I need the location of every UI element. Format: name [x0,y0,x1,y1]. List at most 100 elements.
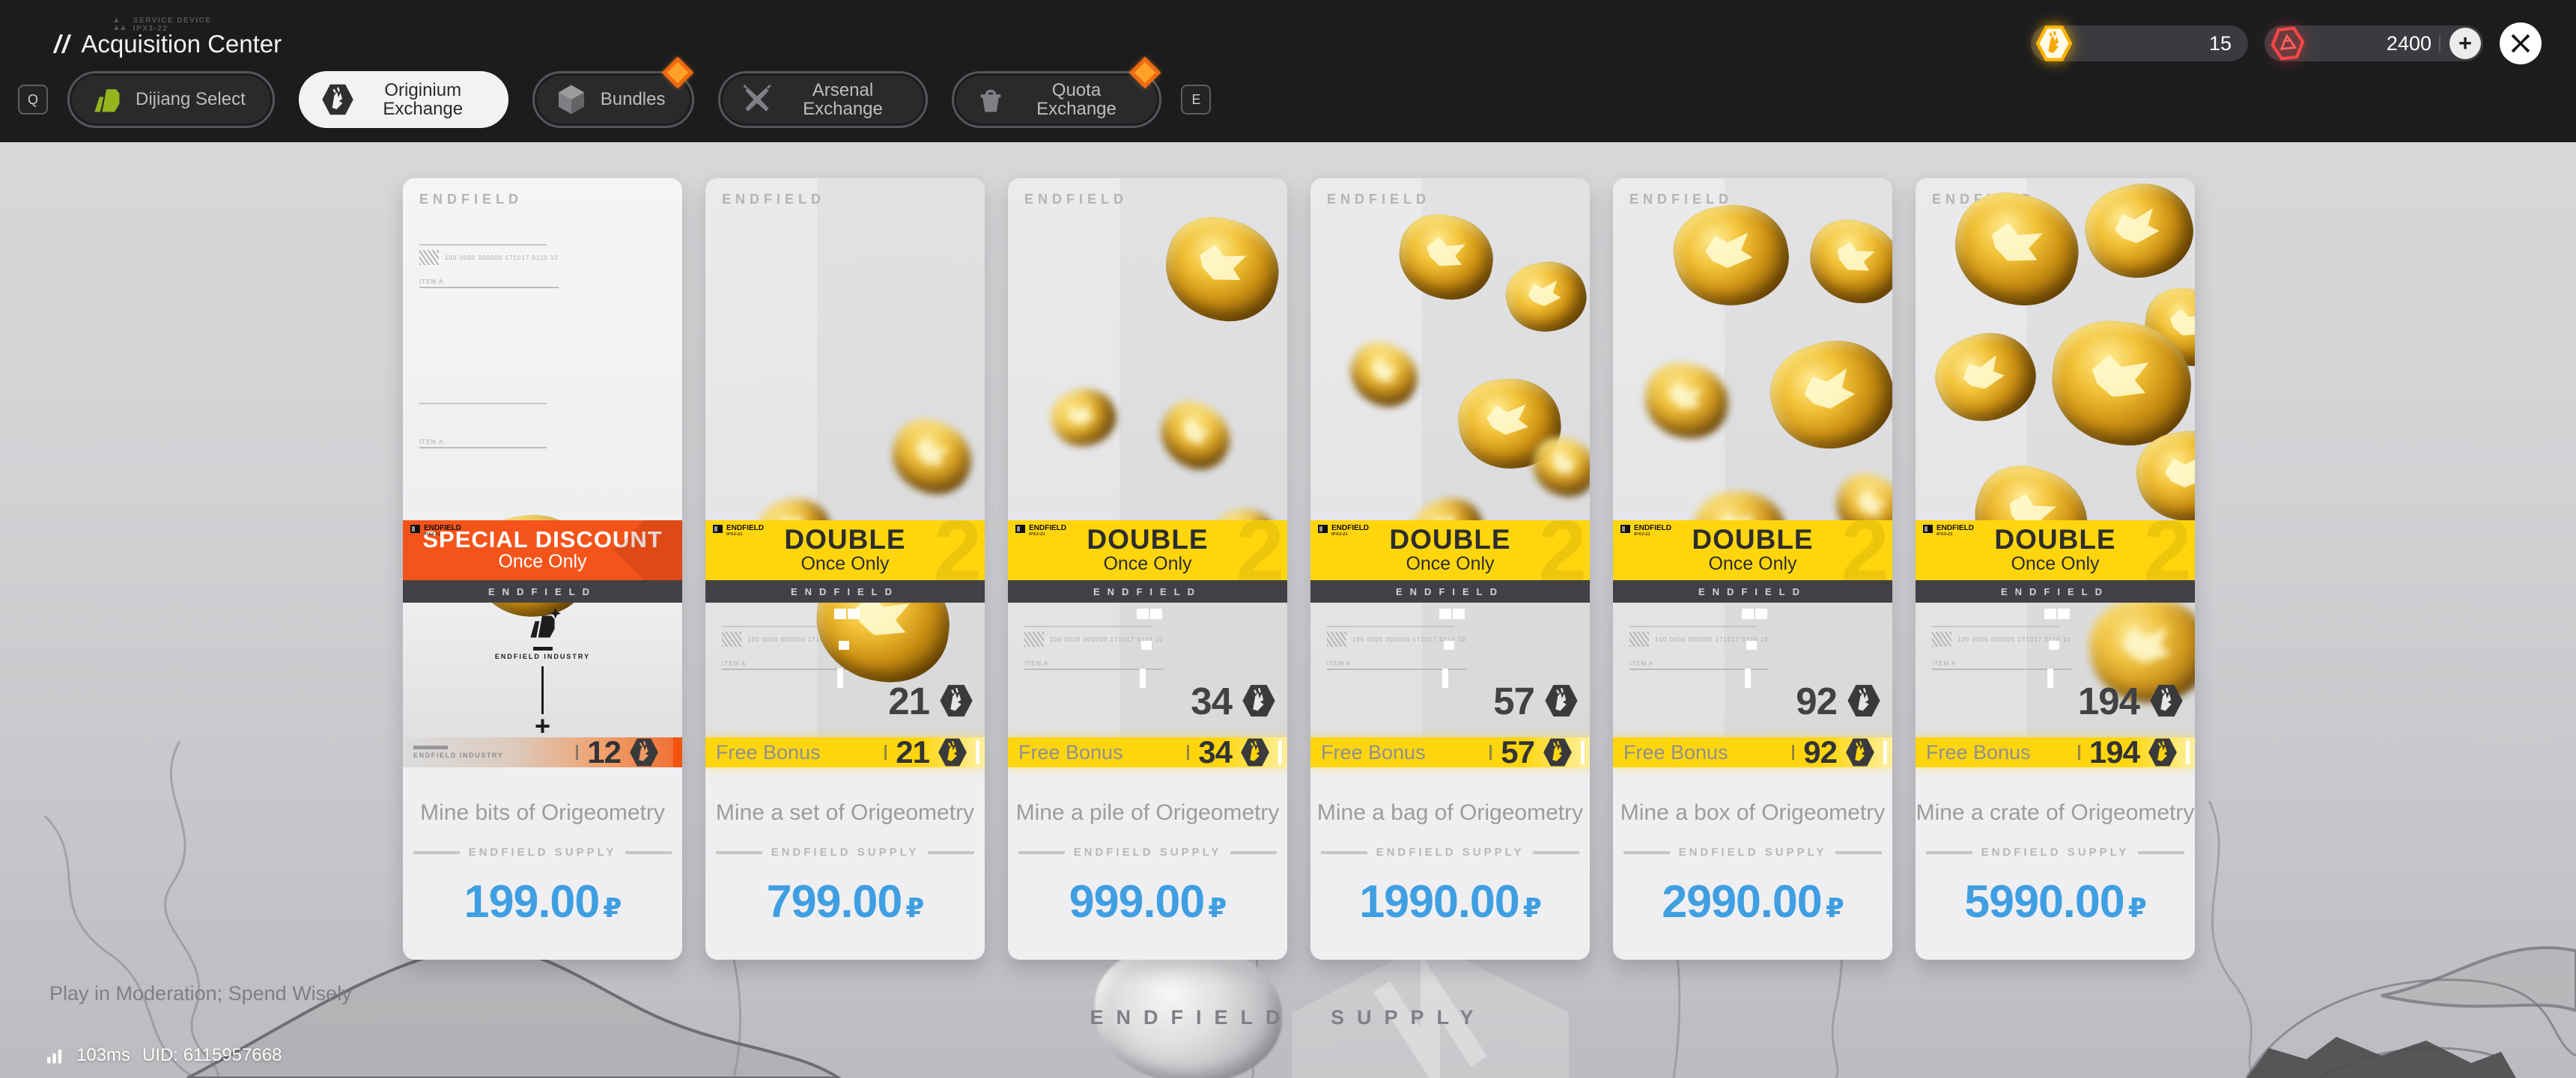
poster-mark [1745,669,1751,688]
decor-row: 100 0000 000000 171017 0110 10 [1932,632,2071,647]
card-title: Mine bits of Origeometry [420,800,665,825]
origeometry-crystal [1639,358,1734,443]
promo-banner: 2 ENDFIELD IPX3-21 DOUBLE Once Only [1310,520,1590,580]
close-button[interactable] [2500,22,2542,64]
banner-watermark: 2 [933,520,982,580]
poster-mark [2047,669,2053,688]
banner-endfield-tag: ENDFIELD IPX3-21 [1015,525,1066,537]
tabs: Dijiang Select Originium Exchange Bundles A… [67,56,1162,128]
card-price: 199.00 ₽ [464,875,622,928]
supply-label: ENDFIELD SUPPLY [1073,846,1222,859]
tab-originium-exchange[interactable]: Originium Exchange [298,71,508,128]
network-status: 103ms UID: 6115957668 [45,1045,282,1066]
origeometry-amount: 21 [888,679,930,722]
tab-arsenal-exchange[interactable]: Arsenal Exchange [718,71,929,128]
tag-line2: IPX3-21 [1936,532,1953,537]
basket-icon [973,82,1008,117]
banner-headline: SPECIAL DISCOUNT [422,526,663,553]
tag-text: ENDFIELD IPX3-21 [1936,525,1974,538]
supply-watermark-text: ENDFIELD SUPPLY [1090,1006,1486,1029]
card-price: 1990.00 ₽ [1359,875,1542,928]
free-bonus-label: Free Bonus [1926,740,2031,764]
card-poster: ENDFIELD 100 0000 000000 171017 0110 10 IT… [705,178,985,737]
banner-endfield-tag: ENDFIELD IPX3-21 [1923,525,1974,537]
product-card[interactable]: ENDFIELD 100 0000 000000 171017 0110 10 IT… [1916,178,2195,960]
poster-decor: 100 0000 000000 171017 0110 10 ITEM A [1327,626,1466,670]
endfield-strip: ENDFIELD [403,580,682,603]
supply-label: ENDFIELD SUPPLY [771,846,920,859]
card-footer: Mine a box of Origeometry ENDFIELD SUPPLY… [1613,767,1892,960]
supply-divider: ENDFIELD SUPPLY [1623,846,1883,859]
poster-mark [1150,609,1162,619]
triangles-icon: ▲ ▲▲ [112,16,127,32]
product-card[interactable]: ENDFIELD 100 0000 000000 171017 0110 10 IT… [1613,178,1892,960]
card-title: Mine a crate of Origeometry [1916,800,2195,825]
add-currency-button[interactable]: + [2449,28,2481,59]
tab-label: Arsenal Exchange [803,79,883,119]
moderation-notice: Play in Moderation; Spend Wisely [49,982,352,1005]
poster-brand-logo: ENDFIELD [419,192,523,207]
banner-subline: Once Only [801,553,890,575]
card-poster: ENDFIELD 100 0000 000000 171017 0110 10 IT… [1916,178,2195,737]
poster-mark [1137,609,1149,619]
amount-row: 92 [1796,672,1882,729]
product-card-row: ENDFIELD 100 0000 000000 171017 0110 10 IT… [403,178,2195,960]
close-icon [2510,33,2531,54]
origeometry-coin-icon [1543,683,1579,719]
product-card[interactable]: ENDFIELD 100 0000 000000 171017 0110 10 IT… [1008,178,1287,960]
currency-symbol: ₽ [905,893,924,924]
supply-divider: ENDFIELD SUPPLY [715,846,975,859]
banner-headline: DOUBLE [1692,524,1814,555]
micro-digits: 100 0000 000000 171017 0110 10 [1352,636,1466,643]
tab-bundles[interactable]: Bundles [532,56,695,128]
tab-quota-exchange[interactable]: Quota Exchange [952,56,1162,128]
free-bonus-strip: Free Bonus 194 [1916,734,2195,770]
origeometry-coin-icon [937,737,968,768]
micro-digits: 100 0000 000000 171017 0110 10 [1957,636,2071,643]
signal-bars-icon [45,1046,64,1065]
supply-label: ENDFIELD SUPPLY [1376,846,1525,859]
decor-row: 100 0000 000000 171017 0110 10 [1629,632,1769,647]
currency-originium: 15 [2031,25,2248,61]
dijiang-icon [89,82,124,117]
currency-symbol: ₽ [2127,893,2147,924]
endfield-strip: ENDFIELD [1008,580,1287,603]
product-card[interactable]: ENDFIELD 100 0000 000000 171017 0110 10 IT… [1310,178,1590,960]
card-poster: ENDFIELD 100 0000 000000 171017 0110 10 IT… [403,178,682,737]
tag-text: ENDFIELD IPX3-21 [1331,525,1369,538]
poster-decor: 100 0000 000000 171017 0110 10 ITEM A [1932,626,2071,670]
separator [1792,745,1795,760]
poster-mark [2049,641,2059,650]
poster-decor: 100 0000 000000 171017 0110 10 ITEM A [1024,626,1164,670]
amount-row: 34 [1191,672,1277,729]
price-value: 2990.00 [1662,876,1822,927]
orundum-red-icon [2265,21,2309,65]
poster-mark [1742,609,1754,619]
product-card[interactable]: ENDFIELD 100 0000 000000 171017 0110 10 IT… [403,178,682,960]
item-tag: ITEM A [1327,660,1466,670]
origeometry-coin-icon [2148,683,2184,719]
card-title: Mine a pile of Origeometry [1015,800,1280,825]
tag-text: ENDFIELD IPX3-21 [424,525,461,538]
background-hexagon-watermark [1292,942,1569,1078]
poster-mark [837,669,843,688]
origeometry-amount: 57 [1493,679,1535,722]
industry-block: ENDFIELD INDUSTRY + [403,606,682,737]
key-hint-e[interactable]: E [1181,85,1212,115]
item-tag: ITEM A [722,660,861,670]
card-poster: ENDFIELD 100 0000 000000 171017 0110 10 IT… [1310,178,1590,737]
tab-dijiang-select[interactable]: Dijiang Select [67,71,275,128]
divider [2439,35,2440,52]
key-hint-q[interactable]: Q [18,85,48,115]
price-value: 999.00 [1069,876,1206,927]
product-card[interactable]: ENDFIELD 100 0000 000000 171017 0110 10 IT… [705,178,985,960]
endfield-strip: ENDFIELD [1916,580,2195,603]
tag-icon [1318,525,1328,533]
ping-value: 103ms [76,1045,131,1065]
industry-underline [532,647,553,651]
card-footer: Mine a pile of Origeometry ENDFIELD SUPPL… [1008,767,1287,960]
free-bonus-strip: Free Bonus 92 [1613,734,1892,770]
tag-line2: IPX3-21 [1331,532,1348,537]
divider-line [625,850,672,854]
hatch-pattern [1629,632,1649,647]
